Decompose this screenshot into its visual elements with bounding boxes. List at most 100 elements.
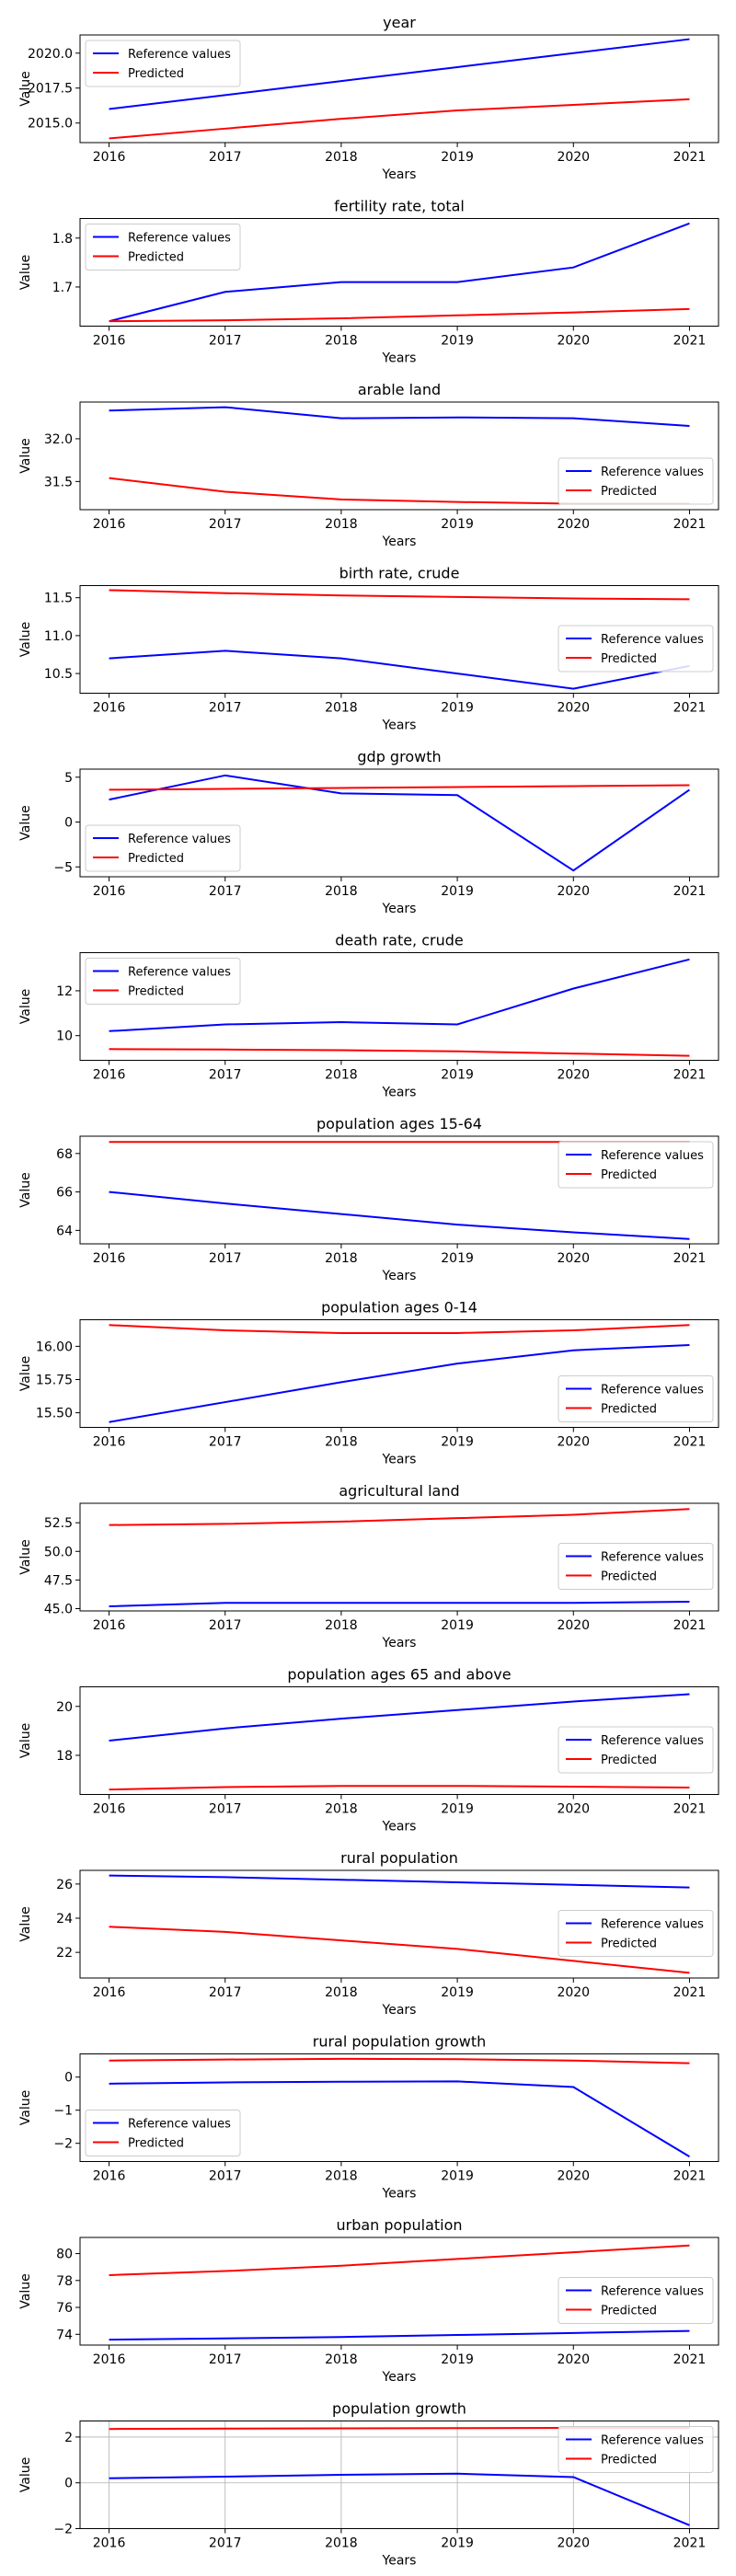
x-tick-label: 2016 — [93, 2536, 126, 2551]
legend-label: Predicted — [601, 1168, 657, 1182]
axes-frame — [79, 1319, 719, 1428]
x-tick-label: 2020 — [557, 1618, 590, 1633]
x-tick-label: 2017 — [209, 334, 242, 349]
chart-title: agricultural land — [339, 1482, 459, 1500]
x-tick-label: 2017 — [209, 150, 242, 165]
y-tick-label: 80 — [56, 2248, 73, 2262]
legend-label: Reference values — [601, 1384, 704, 1397]
x-tick-label: 2016 — [93, 1435, 126, 1450]
x-tick-label: 2016 — [93, 2169, 126, 2184]
legend-label: Predicted — [128, 985, 184, 999]
y-tick-label: 0 — [64, 816, 73, 831]
y-tick-label: 64 — [56, 1224, 73, 1238]
y-axis-label: Value — [18, 255, 33, 290]
x-tick-label: 2019 — [441, 517, 474, 532]
chart-panel-6: population ages 15-64 2016 2017 2018 2019 202… — [18, 1115, 719, 1283]
series-line-reference — [109, 2329, 690, 2341]
x-axis-label: Years — [382, 167, 417, 182]
x-axis-label: Years — [382, 2370, 417, 2385]
series-line-reference — [109, 1190, 690, 1240]
x-tick-label: 2019 — [441, 1068, 474, 1083]
y-tick-label: −5 — [53, 860, 73, 875]
y-tick-label: 74 — [56, 2328, 73, 2342]
x-tick-label: 2018 — [325, 1802, 358, 1817]
x-tick-label: 2021 — [673, 1435, 707, 1450]
legend-box — [558, 457, 714, 505]
x-tick-label: 2016 — [93, 1618, 126, 1633]
y-tick-label: 2 — [64, 2431, 73, 2445]
series-line-predicted — [109, 1508, 690, 1526]
x-tick-label: 2021 — [673, 1251, 707, 1266]
x-tick-label: 2016 — [93, 334, 126, 349]
legend-label: Reference values — [601, 1149, 704, 1163]
x-tick-label: 2020 — [557, 1068, 590, 1083]
legend: Reference values Predicted — [558, 1910, 714, 1957]
chart-panel-1: fertility rate, total 2016 2017 2018 2019 202… — [18, 198, 719, 366]
legend-box — [558, 1141, 714, 1189]
y-tick-label: 2015.0 — [28, 117, 73, 132]
y-tick-label: 11.0 — [44, 629, 73, 644]
y-tick-label: 12 — [56, 984, 73, 999]
legend-box — [558, 1726, 714, 1774]
legend: Reference values Predicted — [85, 824, 241, 872]
chart-panel-11: rural population growth 2016 2017 2018 2019 2… — [18, 2033, 719, 2202]
series-line-reference — [109, 2472, 690, 2526]
x-axis-label: Years — [382, 719, 417, 733]
x-tick-label: 2021 — [673, 1802, 707, 1817]
y-axis-label: Value — [18, 2273, 33, 2308]
chart-panel-8: agricultural land 2016 2017 2018 2019 2020 202… — [18, 1482, 719, 1650]
chart-title: rural population — [340, 1849, 458, 1867]
x-axis-label: Years — [382, 1086, 417, 1100]
x-tick-label: 2017 — [209, 1435, 242, 1450]
y-tick-label: 10.5 — [44, 667, 73, 682]
chart-title: arable land — [358, 381, 441, 398]
legend: Reference values Predicted — [558, 2426, 714, 2473]
legend: Reference values Predicted — [558, 1543, 714, 1590]
y-axis-label: Value — [18, 438, 33, 473]
legend-label: Reference values — [128, 232, 231, 246]
x-tick-label: 2020 — [557, 1802, 590, 1817]
y-axis-label: Value — [18, 1356, 33, 1391]
x-tick-label: 2019 — [441, 334, 474, 349]
chart-title: death rate, crude — [335, 932, 464, 949]
chart-title: birth rate, crude — [339, 565, 460, 582]
chart-title: population ages 65 and above — [287, 1666, 511, 1684]
x-tick-label: 2019 — [441, 1618, 474, 1633]
legend-label: Predicted — [601, 1754, 657, 1767]
legend-label: Predicted — [601, 2305, 657, 2318]
x-tick-label: 2020 — [557, 2169, 590, 2184]
x-tick-label: 2021 — [673, 2352, 707, 2367]
x-tick-label: 2019 — [441, 2352, 474, 2367]
chart-panel-2: arable land 2016 2017 2018 2019 2020 2021 31.5 3… — [18, 381, 719, 549]
chart-title: gdp growth — [357, 748, 441, 765]
legend-box — [85, 958, 241, 1005]
x-tick-label: 2021 — [673, 884, 707, 899]
legend: Reference values Predicted — [558, 1726, 714, 1774]
chart-panel-12: urban population 2016 2017 2018 2019 2020 2021… — [18, 2216, 719, 2385]
y-tick-label: 26 — [56, 1878, 73, 1892]
legend: Reference values Predicted — [558, 1375, 714, 1422]
y-tick-label: 0 — [64, 2477, 73, 2491]
x-tick-label: 2021 — [673, 701, 707, 716]
legend-label: Reference values — [128, 48, 231, 62]
x-tick-label: 2018 — [325, 1618, 358, 1633]
y-axis-label: Value — [18, 1906, 33, 1941]
y-tick-label: 66 — [56, 1186, 73, 1201]
legend-label: Reference values — [601, 633, 704, 647]
legend-label: Reference values — [601, 1918, 704, 1932]
axes-frame — [79, 2421, 719, 2529]
legend-label: Reference values — [601, 466, 704, 479]
x-tick-label: 2020 — [557, 1985, 590, 2000]
x-tick-label: 2017 — [209, 1618, 242, 1633]
y-axis-label: Value — [18, 1539, 33, 1574]
y-tick-label: 50.0 — [44, 1545, 73, 1559]
axes-frame — [79, 2237, 719, 2346]
x-tick-label: 2021 — [673, 334, 707, 349]
x-tick-label: 2018 — [325, 150, 358, 165]
x-tick-label: 2016 — [93, 884, 126, 899]
x-tick-label: 2020 — [557, 701, 590, 716]
x-tick-label: 2021 — [673, 150, 707, 165]
series-line-predicted — [109, 1785, 690, 1791]
series-line-predicted — [109, 2244, 690, 2276]
legend-box — [85, 2110, 241, 2156]
